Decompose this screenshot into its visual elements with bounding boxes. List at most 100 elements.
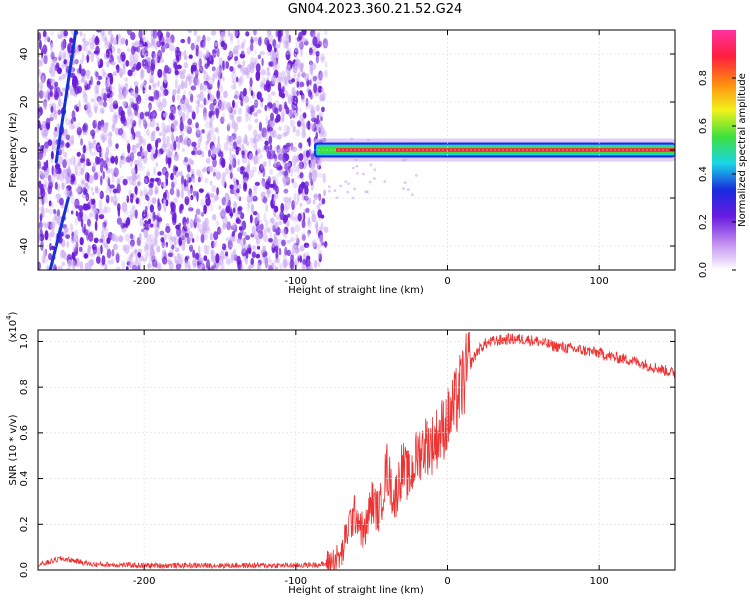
noise-mark — [185, 55, 188, 61]
noise-mark — [277, 82, 282, 92]
noise-mark — [275, 250, 279, 261]
noise-mark — [192, 249, 196, 259]
noise-mark — [192, 257, 198, 267]
noise-mark — [301, 219, 306, 229]
noise-mark — [117, 128, 123, 136]
noise-mark — [311, 213, 317, 223]
noise-mark — [94, 220, 98, 232]
noise-mark — [212, 171, 216, 177]
noise-mark — [171, 216, 177, 226]
noise-mark — [87, 184, 90, 190]
noise-mark — [293, 111, 299, 116]
noise-mark — [229, 114, 235, 121]
noise-mark — [155, 161, 158, 168]
noise-mark — [61, 182, 65, 191]
noise-mark — [215, 171, 222, 180]
noise-mark — [72, 244, 77, 254]
noise-mark — [187, 164, 191, 173]
noise-mark — [194, 214, 198, 224]
noise-mark — [318, 111, 324, 118]
noise-mark — [217, 79, 220, 90]
noise-mark — [308, 136, 311, 148]
noise-mark — [157, 198, 160, 207]
noise-mark — [38, 233, 41, 243]
noise-mark — [116, 48, 121, 54]
noise-mark — [44, 249, 48, 257]
noise-mark — [286, 249, 292, 257]
noise-mark — [130, 126, 134, 135]
noise-mark — [316, 114, 320, 121]
noise-mark — [125, 38, 129, 46]
noise-mark — [169, 187, 175, 196]
noise-mark — [297, 72, 301, 78]
noise-mark — [312, 241, 316, 248]
noise-mark — [138, 118, 142, 129]
noise-mark — [197, 176, 201, 183]
noise-mark — [76, 46, 79, 54]
noise-mark — [293, 47, 299, 56]
noise-mark — [130, 134, 134, 141]
noise-mark — [164, 64, 169, 74]
noise-mark — [230, 254, 234, 264]
noise-mark — [94, 36, 100, 46]
noise-mark — [48, 85, 54, 90]
noise-mark — [41, 195, 45, 206]
noise-mark — [46, 122, 51, 130]
noise-mark — [76, 151, 81, 157]
noise-mark — [130, 239, 135, 247]
noise-mark — [351, 166, 355, 170]
noise-mark — [41, 124, 45, 129]
noise-mark — [139, 111, 145, 120]
noise-mark — [180, 189, 184, 199]
noise-mark — [38, 59, 42, 67]
noise-mark — [67, 45, 71, 54]
noise-mark — [199, 133, 203, 143]
noise-mark — [118, 38, 122, 47]
noise-mark — [247, 123, 253, 131]
noise-mark — [210, 251, 214, 262]
noise-mark — [225, 258, 231, 265]
noise-mark — [135, 143, 140, 149]
noise-mark — [257, 36, 262, 47]
noise-mark — [183, 124, 189, 133]
noise-mark — [201, 168, 207, 173]
noise-mark — [383, 180, 387, 183]
noise-mark — [157, 49, 163, 60]
noise-mark — [184, 196, 190, 206]
noise-mark — [108, 259, 114, 266]
noise-mark — [301, 30, 307, 36]
noise-mark — [315, 104, 320, 112]
noise-mark — [229, 65, 234, 72]
x-tick-label: 100 — [590, 276, 609, 287]
noise-mark — [125, 266, 129, 270]
noise-mark — [250, 203, 255, 214]
noise-mark — [142, 41, 148, 47]
noise-mark — [74, 198, 80, 209]
noise-mark — [90, 52, 94, 63]
noise-mark — [202, 40, 206, 51]
noise-mark — [48, 232, 52, 242]
noise-mark — [317, 73, 323, 85]
noise-mark — [256, 238, 260, 246]
noise-mark — [249, 169, 255, 178]
noise-mark — [262, 196, 268, 204]
noise-mark — [324, 69, 328, 78]
noise-mark — [74, 229, 79, 238]
noise-mark — [77, 183, 82, 193]
noise-mark — [273, 157, 277, 168]
noise-mark — [41, 221, 47, 227]
noise-mark — [93, 172, 99, 181]
noise-mark — [136, 112, 141, 119]
noise-mark — [177, 84, 181, 92]
noise-mark — [118, 56, 121, 64]
noise-mark — [124, 76, 129, 83]
noise-mark — [282, 259, 288, 269]
noise-mark — [111, 234, 115, 241]
noise-mark — [149, 223, 154, 228]
noise-mark — [176, 94, 181, 101]
noise-mark — [284, 89, 288, 97]
noise-mark — [245, 165, 251, 174]
noise-mark — [199, 83, 203, 91]
noise-mark — [111, 248, 115, 257]
noise-mark — [175, 136, 181, 142]
